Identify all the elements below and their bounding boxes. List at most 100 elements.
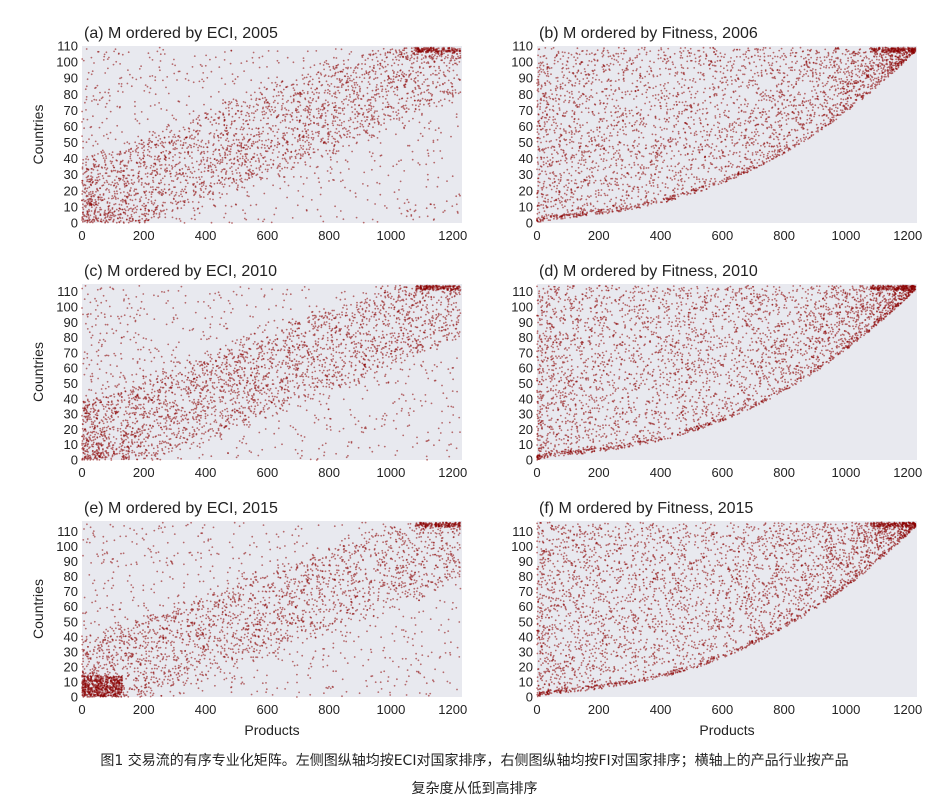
data-point <box>232 98 235 101</box>
data-point <box>175 217 178 220</box>
data-point <box>403 202 406 205</box>
data-point <box>355 216 358 219</box>
data-point <box>224 212 227 215</box>
data-point <box>183 222 186 224</box>
data-point <box>537 90 540 93</box>
data-point <box>848 90 851 93</box>
data-point <box>170 140 173 143</box>
data-point <box>277 128 280 131</box>
data-point <box>394 87 396 89</box>
data-point <box>571 109 574 112</box>
data-point <box>272 184 274 187</box>
data-point <box>297 111 300 113</box>
data-point <box>160 167 162 170</box>
data-point <box>291 143 294 146</box>
data-point <box>348 135 351 138</box>
data-point <box>105 172 108 175</box>
data-point <box>328 85 331 87</box>
data-point <box>690 106 692 109</box>
data-point <box>331 142 333 145</box>
data-point <box>405 57 408 60</box>
data-point <box>737 69 740 71</box>
data-point <box>81 211 84 214</box>
data-point <box>675 123 678 126</box>
data-point <box>248 139 251 142</box>
data-point <box>154 76 157 78</box>
data-point <box>198 194 201 197</box>
data-point <box>135 192 137 195</box>
data-point <box>231 73 234 75</box>
data-point <box>242 209 244 212</box>
data-point <box>222 168 225 171</box>
data-point <box>354 108 356 111</box>
data-point <box>273 111 275 114</box>
data-point <box>689 79 691 81</box>
data-point <box>349 96 351 98</box>
data-point <box>181 173 184 176</box>
data-point <box>91 100 93 102</box>
data-point <box>772 97 775 100</box>
data-point <box>564 99 567 102</box>
data-point <box>94 87 96 89</box>
data-point <box>195 118 198 121</box>
data-point <box>242 136 245 139</box>
data-point <box>168 124 170 127</box>
data-point <box>411 158 414 161</box>
data-point <box>869 78 872 81</box>
data-point <box>316 165 319 168</box>
data-point <box>186 198 189 201</box>
data-point <box>254 141 257 144</box>
y-tick-label: 50 <box>519 135 533 150</box>
data-point <box>432 141 435 144</box>
data-point <box>618 149 621 152</box>
data-point <box>90 171 93 174</box>
data-point <box>304 97 306 100</box>
data-point <box>712 46 714 49</box>
data-point <box>146 172 149 175</box>
data-point <box>447 93 450 96</box>
data-point <box>570 90 573 93</box>
data-point <box>365 131 367 134</box>
data-point <box>242 146 245 149</box>
data-point <box>618 64 621 66</box>
data-point <box>89 126 92 129</box>
data-point <box>442 71 445 74</box>
data-point <box>285 160 288 163</box>
data-point <box>330 168 333 170</box>
data-point <box>213 136 216 139</box>
data-point <box>404 56 407 58</box>
data-point <box>212 171 215 174</box>
data-point <box>123 142 126 145</box>
data-point <box>97 198 100 201</box>
data-point <box>223 59 226 61</box>
data-point <box>387 105 390 108</box>
data-point <box>236 102 239 105</box>
data-point <box>457 48 459 50</box>
data-point <box>94 140 97 143</box>
data-point <box>374 52 377 55</box>
data-point <box>311 78 314 81</box>
data-point <box>145 165 148 168</box>
data-point <box>315 73 318 76</box>
data-point <box>218 192 221 194</box>
data-point <box>880 75 883 77</box>
data-point <box>732 128 734 131</box>
data-point <box>292 94 295 97</box>
data-point <box>437 47 440 49</box>
data-point <box>163 154 166 157</box>
data-point <box>855 73 857 76</box>
data-point <box>703 167 705 169</box>
data-point <box>311 91 314 94</box>
data-point <box>418 163 421 166</box>
data-point <box>438 72 440 75</box>
data-point <box>422 57 425 59</box>
data-point <box>241 155 244 158</box>
data-point <box>387 82 390 84</box>
data-point <box>195 130 198 133</box>
data-point <box>735 151 738 154</box>
data-point <box>539 220 542 223</box>
data-point <box>430 55 432 58</box>
data-point <box>125 182 127 185</box>
data-point <box>278 175 281 178</box>
data-point <box>765 89 767 92</box>
